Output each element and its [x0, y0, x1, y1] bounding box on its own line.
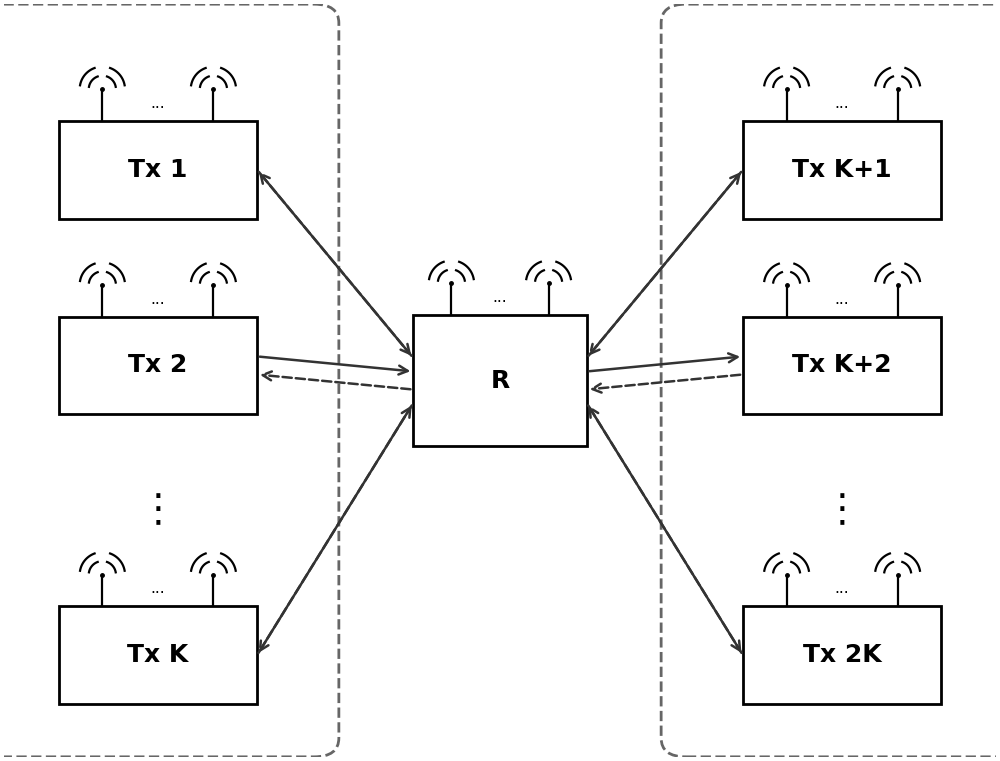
- Text: R: R: [490, 368, 510, 393]
- Text: ...: ...: [835, 581, 849, 597]
- Text: ⋮: ⋮: [823, 492, 862, 530]
- Text: Tx K+1: Tx K+1: [792, 158, 892, 182]
- FancyBboxPatch shape: [59, 317, 257, 415]
- Text: Tx 1: Tx 1: [128, 158, 188, 182]
- Text: Tx K+2: Tx K+2: [792, 353, 892, 377]
- Text: ...: ...: [151, 581, 165, 597]
- Text: Tx K: Tx K: [127, 643, 188, 667]
- FancyBboxPatch shape: [743, 317, 941, 415]
- Text: ...: ...: [835, 291, 849, 307]
- Text: ...: ...: [493, 290, 507, 304]
- Text: Tx 2: Tx 2: [128, 353, 188, 377]
- FancyBboxPatch shape: [59, 121, 257, 218]
- FancyBboxPatch shape: [59, 607, 257, 704]
- Text: ...: ...: [151, 291, 165, 307]
- Text: Tx 2K: Tx 2K: [803, 643, 881, 667]
- Text: ...: ...: [151, 96, 165, 111]
- Text: ⋮: ⋮: [138, 492, 177, 530]
- FancyBboxPatch shape: [743, 607, 941, 704]
- Text: ...: ...: [835, 96, 849, 111]
- FancyBboxPatch shape: [413, 314, 587, 447]
- FancyBboxPatch shape: [743, 121, 941, 218]
